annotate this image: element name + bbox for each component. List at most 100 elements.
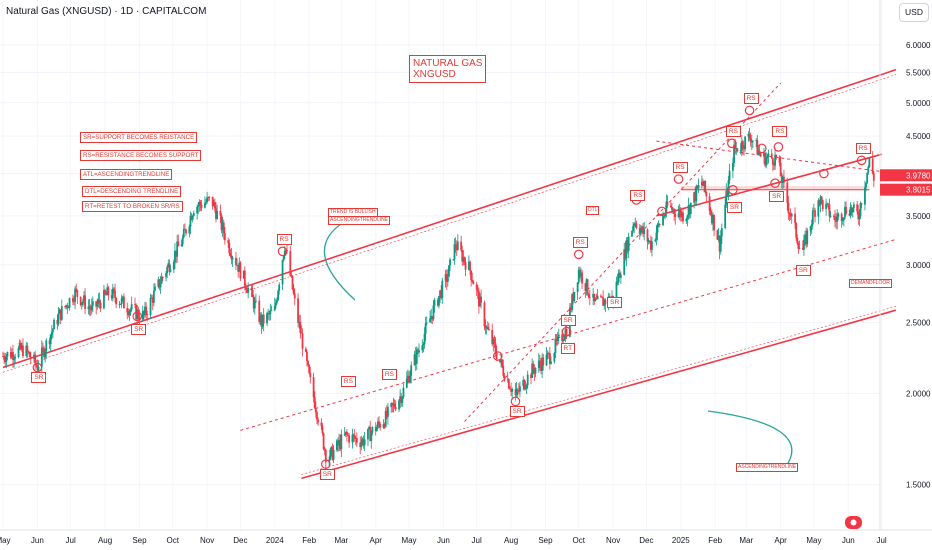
candle-body: [728, 170, 731, 181]
candle-body: [704, 181, 707, 192]
candle-body: [111, 288, 114, 299]
candle-body: [767, 153, 770, 157]
marker-circle: [756, 143, 767, 154]
candle-body: [212, 201, 215, 207]
candle-body: [440, 290, 443, 299]
x-tick-label: Sep: [132, 536, 147, 545]
candle-body: [669, 205, 672, 208]
candle-body: [845, 206, 847, 214]
candle-body: [571, 294, 573, 311]
candle-body: [718, 235, 721, 252]
x-tick-label: Dec: [233, 536, 247, 545]
candle-body: [694, 192, 697, 201]
candle-body: [712, 214, 714, 224]
candle-body: [517, 390, 520, 392]
candle-body: [324, 450, 327, 463]
candle-body: [432, 305, 435, 320]
candle-body: [806, 230, 809, 245]
candle-body: [849, 207, 852, 216]
candle-body: [43, 348, 45, 358]
candle-body: [253, 301, 256, 309]
candle-body: [313, 397, 316, 408]
candle-body: [292, 289, 295, 294]
candle-body: [850, 207, 853, 213]
candle-body: [493, 338, 496, 344]
candle-body: [872, 173, 875, 181]
candle-body: [485, 326, 488, 329]
candle-body: [547, 353, 550, 354]
candle-body: [747, 134, 750, 137]
candle-body: [49, 334, 52, 345]
candle-body: [503, 375, 506, 381]
candle-body: [581, 272, 583, 284]
candle-body: [65, 305, 68, 307]
legend-item-dtl: DTL=DESCENDING TRENDLINE: [82, 186, 182, 197]
marker-circle: [727, 138, 737, 149]
symbol-header[interactable]: Natural Gas (XNGUSD) · 1D · CAPITALCOM: [6, 6, 207, 17]
candle-body: [355, 437, 358, 443]
candle-body: [864, 187, 866, 205]
candle-body: [348, 435, 351, 443]
legend-item-rt: RT=RETEST TO BROKEN SR/RS: [82, 201, 183, 212]
candle-body: [191, 215, 194, 220]
candle-body: [484, 326, 487, 329]
candle-body: [726, 190, 729, 196]
candle-body: [646, 229, 649, 242]
candle-body: [821, 200, 824, 210]
candle-body: [230, 255, 233, 260]
candle-body: [110, 295, 113, 299]
candle-body: [206, 197, 209, 203]
price-label-text: 3.9780: [906, 171, 931, 180]
candle-body: [149, 297, 152, 315]
candle-body: [421, 345, 424, 351]
candle-body: [353, 435, 356, 439]
candle-body: [533, 369, 536, 374]
candle-body: [362, 439, 365, 446]
candle-body: [385, 410, 388, 417]
candle-body: [790, 213, 793, 217]
candle-body: [832, 216, 835, 217]
candle-body: [354, 437, 357, 439]
candle-body: [211, 196, 214, 207]
candle-body: [107, 287, 110, 296]
candle-body: [775, 154, 778, 158]
candle-body: [499, 359, 501, 362]
candle-body: [477, 291, 480, 307]
candle-body: [250, 287, 253, 290]
x-tick-label: Apr: [370, 536, 383, 545]
candle-body: [159, 283, 162, 288]
candle-body: [787, 202, 790, 213]
candle-body: [587, 294, 590, 298]
candle-body: [379, 423, 382, 428]
candle-body: [780, 176, 783, 183]
candle-body: [648, 240, 651, 242]
price-label-bg: [880, 183, 932, 196]
currency-button[interactable]: USD: [899, 3, 929, 22]
candle-body: [480, 296, 483, 303]
legend-item-atl: ATL=ASCENDINGTRENDLINE: [80, 169, 173, 180]
time-axis: May Jun Jul Aug Sep Oct Nov Dec 2024 Feb Mar Apr May…: [0, 536, 887, 545]
candle-body: [322, 433, 325, 450]
candle-body: [524, 387, 527, 390]
candle-body: [242, 270, 245, 279]
x-tick-label: Feb: [708, 536, 722, 545]
candle-body: [510, 389, 512, 392]
candle-body: [765, 158, 768, 166]
candle-body: [479, 296, 481, 307]
candle-body: [697, 185, 700, 189]
candle-body: [702, 181, 704, 186]
candle-body: [642, 226, 644, 234]
candle-body: [363, 439, 366, 446]
candle-body: [60, 306, 63, 320]
x-tick-label: 2025: [672, 536, 690, 545]
candle-body: [774, 154, 776, 166]
candle-body: [361, 439, 364, 443]
x-tick-label: Jun: [437, 536, 450, 545]
candle-body: [266, 313, 268, 324]
candle-body: [534, 367, 537, 374]
candle-body: [532, 363, 535, 370]
candle-body: [221, 222, 224, 231]
candle-body: [290, 275, 293, 277]
candle-body: [281, 260, 284, 285]
candle-body: [826, 203, 829, 205]
